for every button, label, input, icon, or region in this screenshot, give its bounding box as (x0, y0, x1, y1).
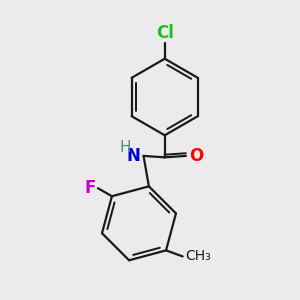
Text: N: N (126, 147, 140, 165)
Text: H: H (119, 140, 131, 155)
Text: CH₃: CH₃ (185, 249, 211, 263)
Text: O: O (190, 147, 204, 165)
Text: F: F (84, 179, 95, 197)
Text: Cl: Cl (156, 24, 174, 42)
